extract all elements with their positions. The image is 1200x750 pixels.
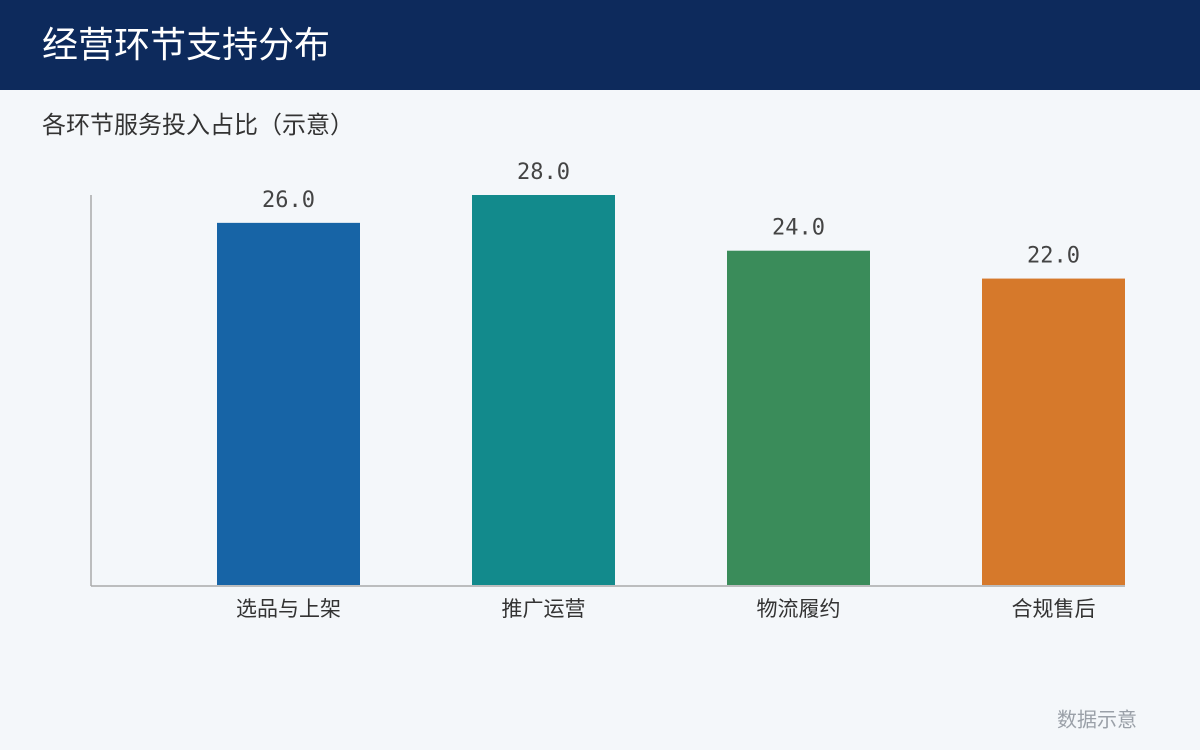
x-tick-label: 合规售后 [1012, 597, 1096, 621]
chart-title: 经营环节支持分布 [42, 25, 330, 66]
chart-subtitle: 各环节服务投入占比（示意） [42, 111, 354, 139]
x-tick-label: 物流履约 [757, 597, 841, 621]
value-label: 22.0 [1027, 244, 1080, 269]
bar [982, 278, 1125, 585]
bar [217, 222, 360, 585]
bar [472, 195, 615, 585]
value-label: 24.0 [772, 216, 825, 241]
value-label: 28.0 [517, 160, 570, 185]
header-band [0, 0, 1200, 90]
value-label: 26.0 [262, 188, 315, 213]
bar [727, 250, 870, 585]
x-tick-label: 推广运营 [502, 597, 586, 621]
x-tick-label: 选品与上架 [236, 597, 341, 621]
footnote: 数据示意 [1057, 708, 1137, 732]
